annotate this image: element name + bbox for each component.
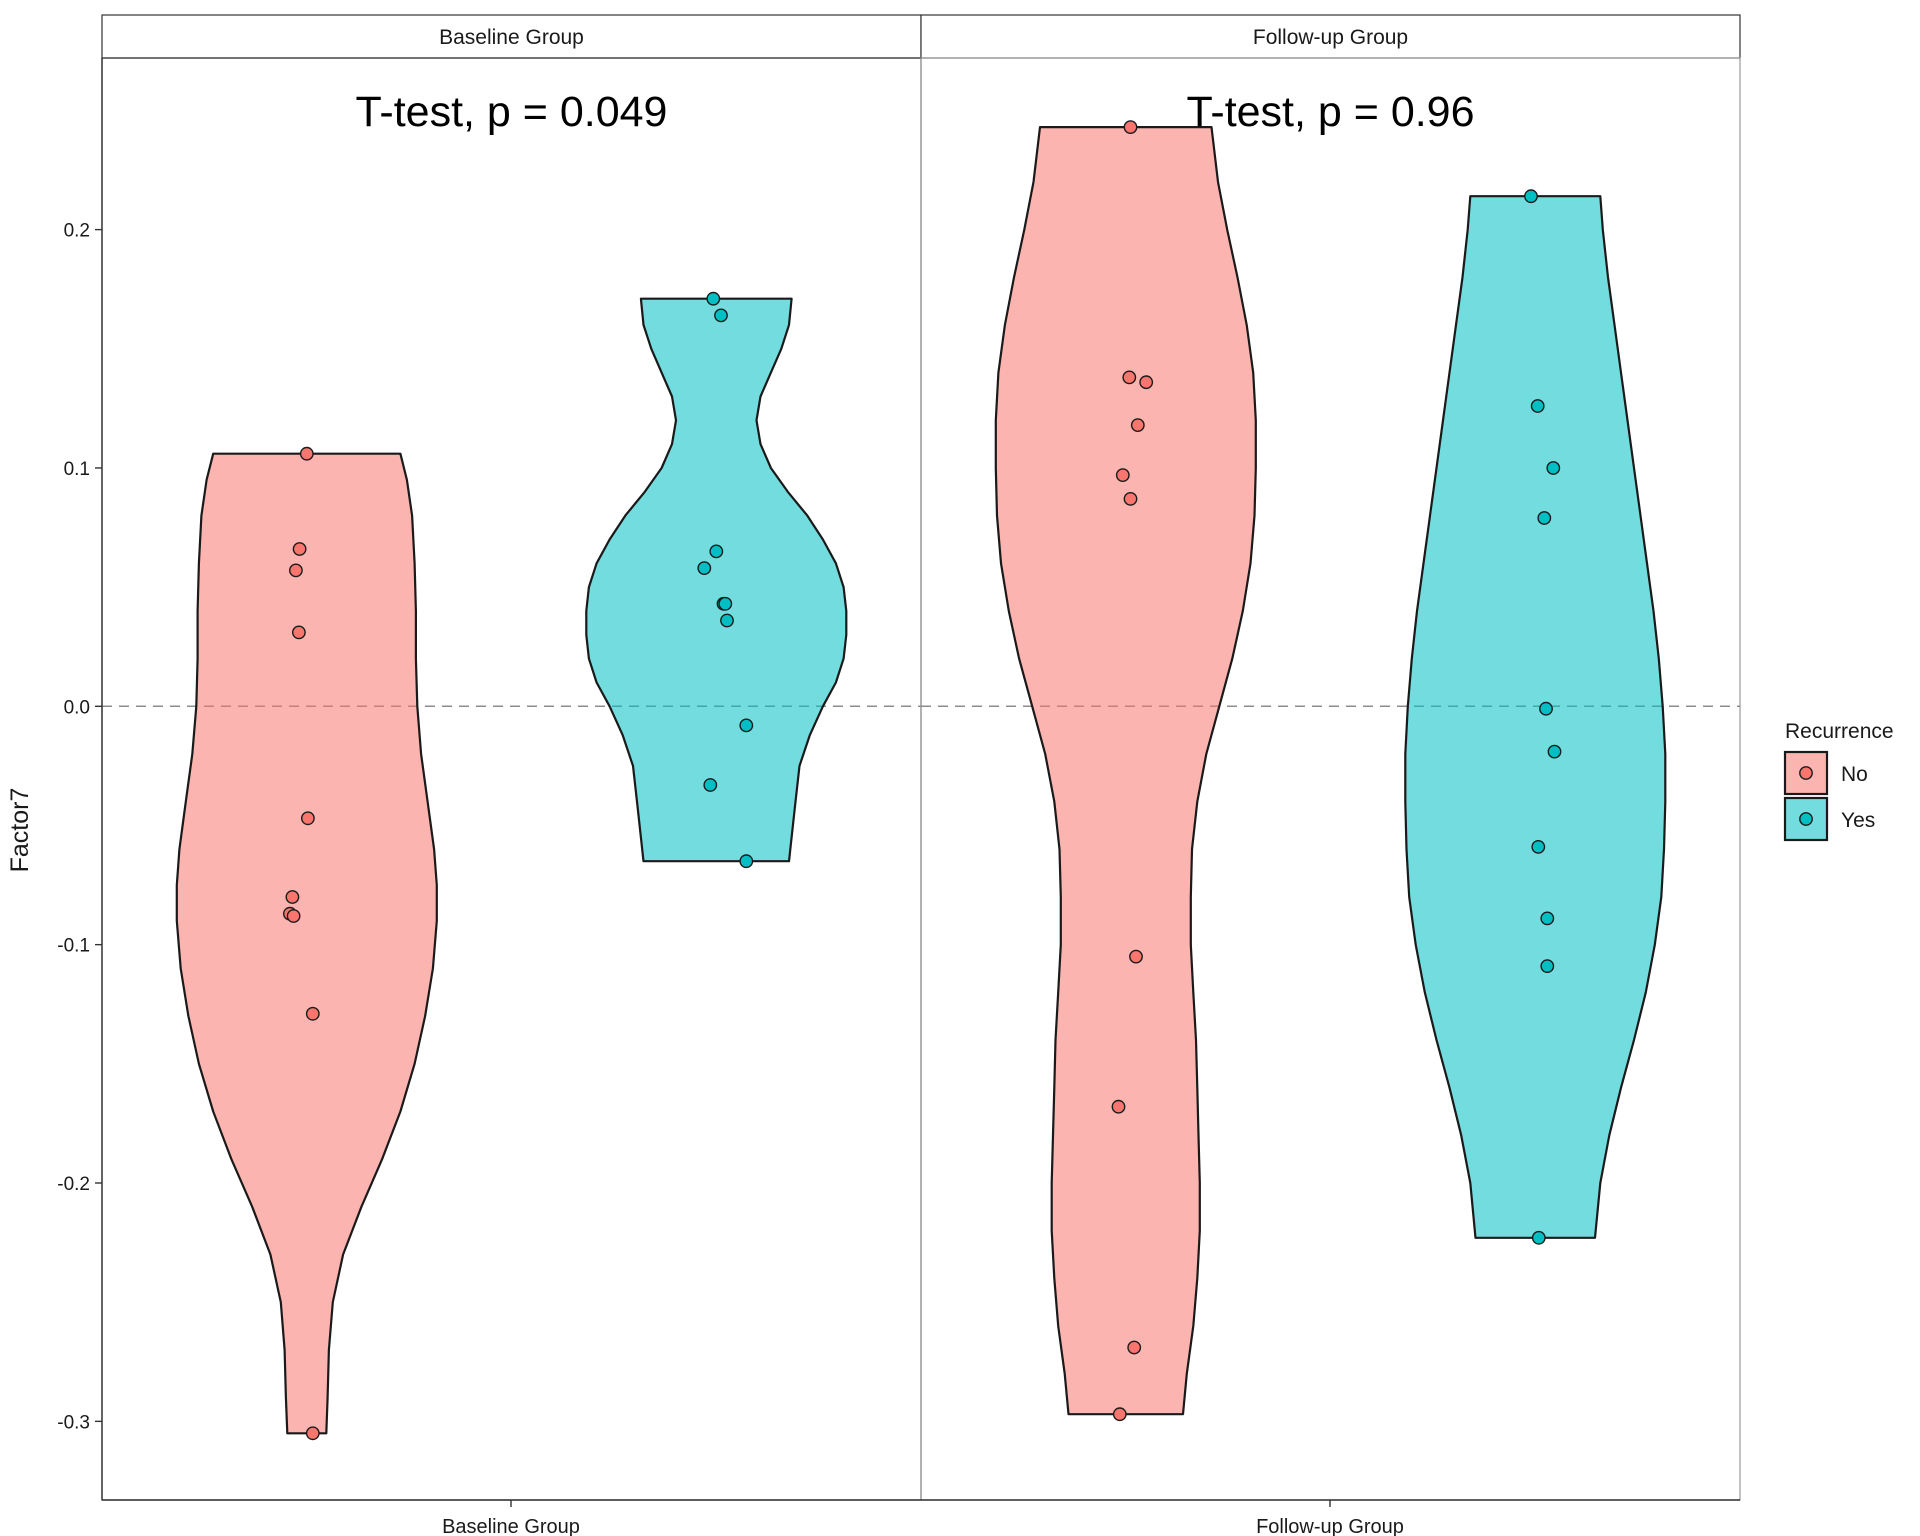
y-tick-label: -0.2	[57, 1174, 90, 1195]
strip-background	[101, 14, 922, 59]
panels-layer: Baseline Group T-test, p = 0.049 Follow-up…	[101, 14, 1741, 1536]
data-point	[1127, 1340, 1142, 1355]
data-point	[1139, 375, 1154, 390]
x-tick-label: Follow-up Group	[1256, 1516, 1404, 1536]
data-point	[291, 625, 306, 640]
data-point	[1130, 418, 1145, 432]
data-point	[1122, 370, 1137, 385]
data-point	[286, 909, 301, 923]
data-point	[1123, 491, 1138, 506]
data-point	[1530, 399, 1545, 413]
x-tick-label: Baseline Group	[442, 1516, 580, 1536]
y-axis-label: Factor7	[6, 788, 34, 873]
data-point	[697, 561, 712, 575]
y-tick-label: 0.0	[64, 697, 90, 718]
legend-point	[1799, 812, 1813, 826]
strip-background	[920, 14, 1741, 59]
data-point	[305, 1006, 320, 1021]
data-point	[703, 778, 718, 792]
data-point	[739, 854, 754, 869]
legend-label: Yes	[1841, 809, 1875, 832]
strip-label: Follow-up Group	[1253, 26, 1408, 49]
data-point	[1531, 1230, 1546, 1245]
legend-key-no	[1783, 750, 1829, 796]
ttest-annotation: T-test, p = 0.96	[1186, 88, 1474, 136]
y-tick-label: -0.3	[57, 1412, 90, 1433]
data-point	[1546, 461, 1561, 475]
data-point	[1547, 744, 1562, 759]
y-tick-label: 0.2	[64, 221, 90, 242]
data-point	[1123, 120, 1138, 135]
data-point	[1115, 468, 1130, 482]
y-tick-label: -0.1	[57, 936, 90, 957]
data-point	[720, 613, 734, 628]
data-point	[285, 890, 300, 904]
data-point	[305, 1426, 320, 1441]
violin-yes	[1404, 195, 1667, 1239]
data-point	[709, 544, 724, 559]
data-point	[288, 563, 303, 578]
data-point	[706, 291, 721, 306]
violin-no	[994, 126, 1257, 1416]
data-point	[300, 811, 315, 826]
data-point	[1524, 189, 1538, 204]
legend-title: Recurrence	[1785, 720, 1894, 743]
legend: Recurrence No Yes	[1783, 720, 1894, 842]
data-point	[718, 596, 733, 611]
data-point	[1129, 949, 1143, 964]
data-point	[739, 718, 754, 733]
data-point	[1540, 911, 1555, 926]
data-point	[1540, 959, 1555, 973]
strip-label: Baseline Group	[439, 26, 584, 49]
data-point	[1539, 701, 1553, 716]
data-point	[1537, 511, 1552, 525]
data-point	[292, 542, 307, 556]
data-point	[1111, 1099, 1126, 1114]
legend-label: No	[1841, 763, 1868, 786]
violin-yes	[585, 297, 848, 863]
legend-point	[1799, 766, 1813, 780]
data-point	[1112, 1407, 1127, 1422]
y-axis: -0.3 -0.2 -0.1 0.0 0.1 0.2	[57, 58, 103, 1500]
data-point	[299, 446, 314, 461]
violin-no	[175, 452, 438, 1435]
panel-0: Baseline Group T-test, p = 0.049	[101, 14, 922, 1501]
data-point	[1531, 840, 1546, 854]
data-point	[714, 308, 728, 323]
y-tick-label: 0.1	[64, 459, 90, 480]
ttest-annotation: T-test, p = 0.049	[356, 88, 668, 136]
panel-1: Follow-up Group T-test, p = 0.96	[920, 14, 1741, 1501]
